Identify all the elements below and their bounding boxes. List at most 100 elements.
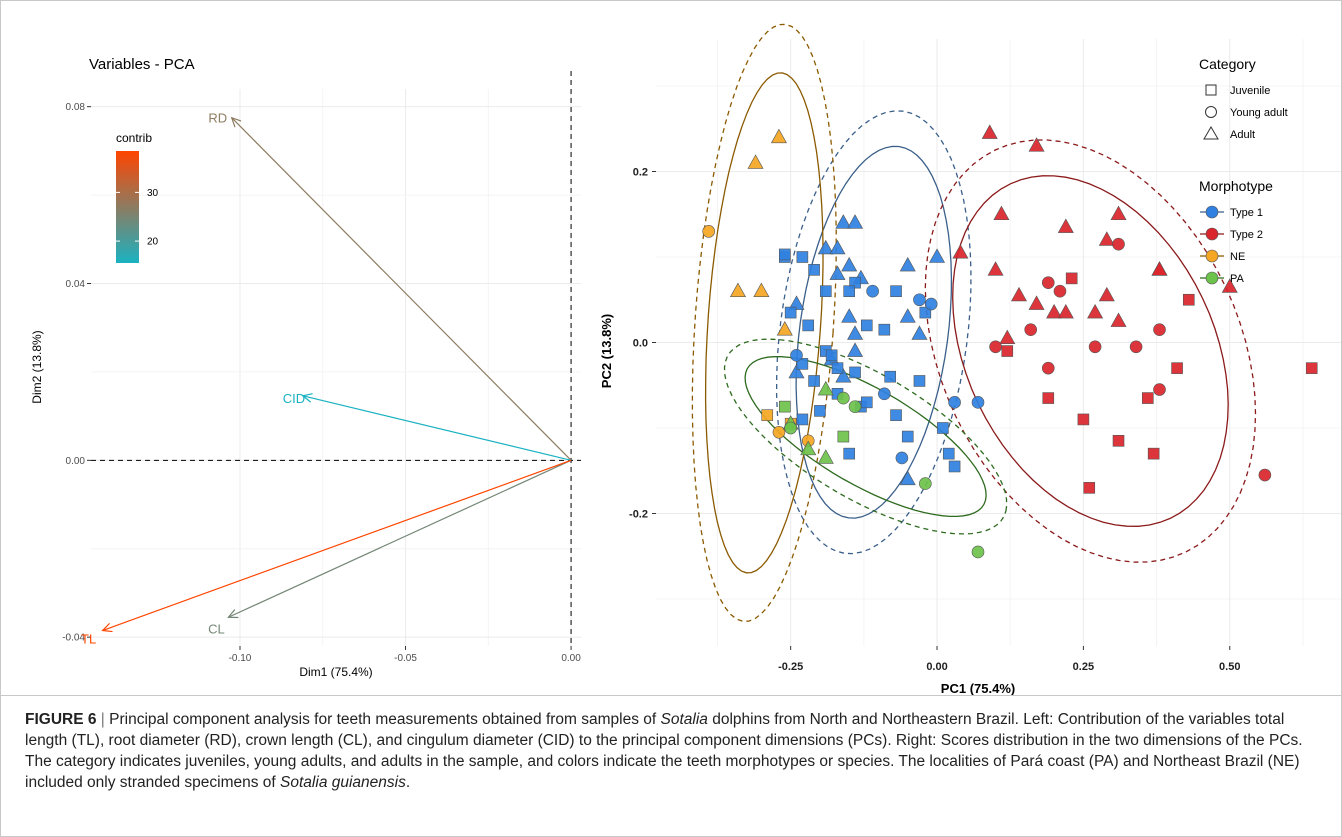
- score-points: [702, 124, 1318, 559]
- point-type-2-circle: [1258, 468, 1272, 482]
- point-type-1-triangle: [911, 325, 928, 340]
- arrowhead-tl: [101, 622, 113, 633]
- legend-square-icon: [1205, 84, 1217, 96]
- x-tick-label: -0.05: [394, 653, 417, 664]
- point-pa-circle: [919, 477, 932, 490]
- colorbar-tick-label: 30: [147, 188, 159, 199]
- point-type-1-square: [878, 323, 891, 336]
- arrow-label-rd: RD: [208, 111, 227, 126]
- point-type-2-triangle: [1221, 278, 1238, 293]
- morphotype-legend-label: Type 1: [1230, 207, 1263, 219]
- y-tick-label: 0.08: [66, 102, 86, 113]
- point-type-1-circle: [913, 293, 926, 307]
- point-type-2-triangle: [1110, 205, 1127, 221]
- x-tick-label: 0.00: [561, 653, 581, 664]
- point-ne-triangle: [729, 282, 746, 298]
- point-type-1-triangle: [788, 363, 805, 379]
- right-y-axis-label: PC2 (13.8%): [599, 314, 614, 388]
- y-tick-label: 0.00: [66, 456, 86, 467]
- point-type-2-square: [1141, 392, 1154, 404]
- legend-dot-icon: [1205, 271, 1219, 285]
- colorbar-tick-label: 20: [147, 237, 159, 248]
- point-type-1-square: [884, 370, 896, 383]
- right-x-axis-label: PC1 (75.4%): [941, 681, 1015, 696]
- point-type-2-square: [1077, 413, 1090, 426]
- point-type-1-square: [808, 375, 820, 387]
- variables-pca-panel: -0.10 -0.05 0.00 -0.04 0.00 0.04 0.08 Variables…: [30, 56, 581, 679]
- point-type-1-square: [796, 358, 809, 370]
- legend-triangle-icon: [1203, 126, 1219, 140]
- point-pa-triangle: [817, 449, 834, 464]
- point-type-1-square: [843, 285, 856, 298]
- category-legend-label: Young adult: [1230, 107, 1288, 119]
- contrib-colorbar: [116, 151, 139, 263]
- point-type-2-square: [1001, 345, 1014, 357]
- point-type-2-circle: [1112, 237, 1125, 251]
- point-type-2-triangle: [1028, 295, 1045, 310]
- point-type-2-square: [1171, 362, 1183, 374]
- point-type-2-circle: [1024, 323, 1038, 336]
- point-type-2-triangle: [987, 261, 1004, 276]
- point-ne-triangle: [753, 282, 770, 298]
- point-type-1-triangle: [847, 214, 864, 229]
- morphotype-legend-title: Morphotype: [1199, 178, 1273, 194]
- left-y-axis-label: Dim2 (13.8%): [30, 330, 44, 403]
- point-ne-circle: [702, 225, 715, 238]
- point-pa-circle: [784, 421, 797, 435]
- point-type-2-circle: [1041, 361, 1055, 375]
- left-chart-title: Variables - PCA: [89, 56, 195, 73]
- arrowhead-rd: [230, 116, 242, 128]
- point-type-1-square: [784, 306, 797, 319]
- point-type-1-circle: [971, 396, 985, 409]
- point-type-2-triangle: [1057, 218, 1074, 233]
- category-legend-label: Juvenile: [1230, 85, 1270, 97]
- point-type-1-triangle: [841, 256, 858, 272]
- y-tick-label: 0.2: [633, 167, 648, 179]
- point-ne-circle: [772, 425, 786, 439]
- point-type-2-triangle: [999, 329, 1016, 345]
- point-type-1-square: [802, 319, 815, 332]
- point-type-1-triangle: [847, 325, 864, 340]
- y-tick-label: -0.04: [62, 633, 85, 644]
- point-pa-triangle: [800, 440, 817, 456]
- point-type-1-circle: [895, 451, 909, 465]
- y-tick-label: 0.04: [66, 279, 86, 290]
- point-type-2-triangle: [1087, 303, 1104, 319]
- legend-circle-icon: [1205, 106, 1217, 118]
- ellipse-type-2-solid: [952, 175, 1229, 527]
- point-type-1-square: [913, 375, 926, 387]
- point-type-2-circle: [1088, 340, 1102, 354]
- point-type-1-triangle: [829, 265, 846, 280]
- caption-body: Principal component analysis for teeth m…: [25, 711, 1303, 791]
- point-type-1-triangle: [835, 368, 852, 383]
- arrowhead-cid: [301, 393, 313, 403]
- caption-text: Principal component analysis for teeth m…: [109, 711, 661, 728]
- ellipse-type-1-solid: [795, 145, 953, 519]
- point-type-2-circle: [1153, 323, 1166, 336]
- x-tick-label: 0.00: [926, 661, 947, 673]
- caption-separator: |: [96, 711, 110, 728]
- arrow-cl: [228, 459, 572, 618]
- arrow-label-cl: CL: [208, 621, 225, 636]
- point-type-1-square: [849, 276, 861, 289]
- point-ne-triangle: [770, 128, 787, 144]
- ellipse-type-2-dashed: [924, 139, 1257, 563]
- point-type-2-circle: [989, 340, 1002, 354]
- point-pa-circle: [971, 545, 985, 559]
- point-type-1-square: [860, 319, 873, 332]
- point-type-2-triangle: [952, 244, 969, 259]
- point-type-1-square: [796, 251, 809, 263]
- x-tick-label: -0.10: [229, 653, 252, 664]
- point-pa-square: [779, 400, 791, 413]
- left-x-axis-label: Dim1 (75.4%): [299, 665, 372, 679]
- point-type-1-circle: [790, 349, 803, 362]
- point-type-1-square: [890, 285, 902, 298]
- point-type-1-circle: [878, 387, 891, 401]
- point-pa-square: [837, 430, 850, 443]
- x-tick-label: -0.25: [778, 661, 803, 673]
- caption-text: dolphins from North and Northeastern Bra…: [25, 711, 1303, 791]
- point-type-1-triangle: [899, 256, 916, 272]
- point-type-1-triangle: [788, 295, 805, 310]
- point-type-1-triangle: [899, 308, 916, 323]
